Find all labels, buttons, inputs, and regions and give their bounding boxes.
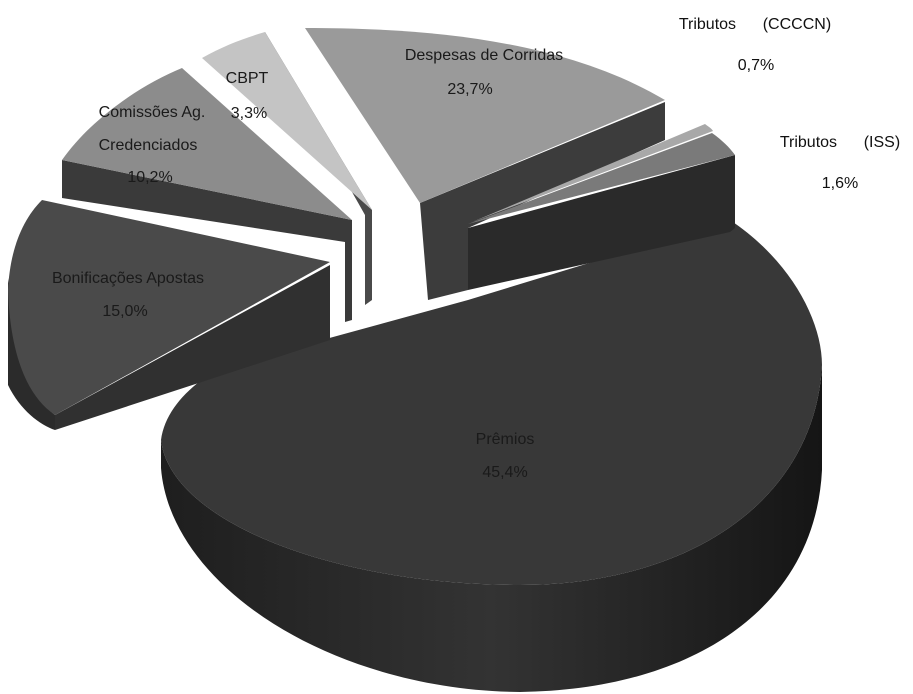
slice-premios-side <box>161 365 822 692</box>
slice-bonificacoes-top <box>8 200 330 415</box>
slice-tributos-iss-side <box>468 155 735 290</box>
slice-tributos-iss <box>468 133 735 290</box>
label-premios-name: Prêmios <box>476 431 535 448</box>
slice-tributos-ccccn-top <box>472 124 713 222</box>
slice-comissoes-top <box>62 68 352 220</box>
label-cbpt-name: CBPT <box>226 70 269 87</box>
slice-despesas <box>305 28 665 300</box>
slice-cbpt <box>202 32 372 305</box>
label-tributos-ccccn-name: Tributos (CCCCN) <box>679 16 831 33</box>
label-comissoes-value: 10,2% <box>127 169 172 186</box>
slice-despesas-side <box>420 102 665 300</box>
label-comissoes-name-line2: Credenciados <box>99 137 198 154</box>
label-tributos-iss-value: 1,6% <box>822 175 858 192</box>
label-cbpt-value: 3,3% <box>231 105 267 122</box>
label-premios-value: 45,4% <box>482 464 527 481</box>
label-tributos-iss-name: Tributos (ISS) <box>780 134 900 151</box>
slice-bonificacoes-front <box>55 265 330 430</box>
slice-tributos-ccccn <box>472 124 713 222</box>
label-tributos-ccccn-value: 0,7% <box>738 57 774 74</box>
label-bonificacoes-value: 15,0% <box>102 303 147 320</box>
label-despesas-value: 23,7% <box>447 81 492 98</box>
label-bonificacoes-name: Bonificações Apostas <box>52 270 204 287</box>
slice-tributos-iss-top <box>468 133 735 224</box>
slice-premios-top <box>161 220 822 585</box>
slice-comissoes-side <box>62 160 352 322</box>
slice-bonificacoes <box>8 200 330 430</box>
label-despesas-name: Despesas de Corridas <box>405 47 563 64</box>
slice-despesas-top <box>305 28 665 203</box>
slice-premios <box>161 220 822 692</box>
slice-bonificacoes-side <box>8 278 55 430</box>
label-comissoes-name-line1: Comissões Ag. <box>99 104 206 121</box>
slice-comissoes <box>62 68 352 322</box>
slice-cbpt-top <box>202 32 372 210</box>
